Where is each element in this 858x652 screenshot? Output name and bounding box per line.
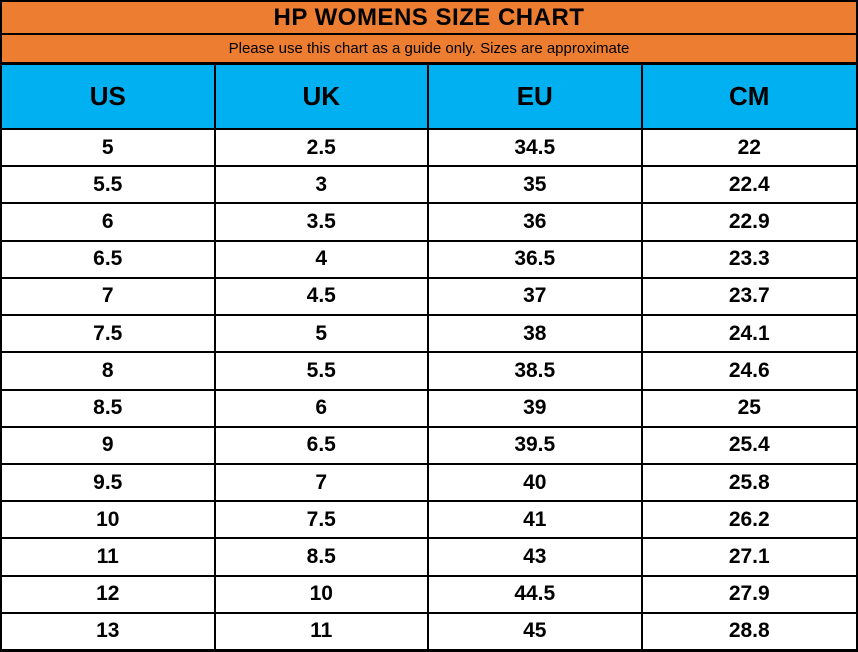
table-cell: 8.5 [2, 390, 216, 426]
table-row: 6.5 4 36.5 23.3 [2, 241, 856, 279]
table-cell: 4.5 [216, 278, 429, 315]
table-cell: 6.5 [216, 427, 429, 463]
table-cell: 34.5 [429, 130, 643, 166]
table-cell: 8 [2, 353, 216, 389]
table-row: 11 8.5 43 27.1 [2, 539, 856, 577]
table-cell: 39.5 [429, 427, 643, 463]
table-cell: 37 [429, 278, 643, 315]
table-cell: 25.4 [728, 433, 770, 457]
table-cell: 39 [429, 390, 643, 426]
table-row: 5 2.5 34.5 22 [2, 130, 856, 168]
table-cell: 24.6 [728, 358, 770, 382]
table-body: 5 2.5 34.5 22 5.5 3 35 22.4 6 3.5 36 22.9 6.5 4 36.5 23… [2, 130, 856, 650]
table-cell: 7 [216, 464, 429, 501]
table-cell: 2.5 [216, 130, 429, 166]
column-header-cm: CM [729, 81, 770, 111]
table-cell: 10 [216, 576, 429, 612]
table-cell: 35 [429, 167, 643, 203]
table-cell: 3 [216, 167, 429, 203]
table-cell: 10 [2, 502, 216, 538]
chart-subtitle: Please use this chart as a guide only. S… [2, 35, 856, 65]
table-cell: 41 [429, 502, 643, 538]
table-row: 7 4.5 37 23.7 [2, 278, 856, 317]
chart-title: HP WOMENS SIZE CHART [2, 2, 856, 35]
table-cell: 12 [2, 576, 216, 612]
table-cell: 11 [2, 539, 216, 575]
table-cell: 22 [737, 135, 761, 159]
table-cell: 40 [429, 464, 643, 501]
table-cell: 13 [2, 613, 216, 650]
column-header-eu: EU [429, 65, 643, 128]
table-cell: 5 [2, 130, 216, 166]
table-cell: 25 [737, 396, 761, 420]
table-row: 10 7.5 41 26.2 [2, 502, 856, 540]
table-header-row: US UK EU CM [2, 65, 856, 130]
table-cell: 8.5 [216, 539, 429, 575]
table-cell: 6 [216, 390, 429, 426]
table-cell: 24.1 [728, 321, 770, 345]
table-cell: 6 [2, 204, 216, 240]
table-cell: 36.5 [429, 241, 643, 277]
table-cell: 7 [2, 278, 216, 315]
table-row: 9.5 7 40 25.8 [2, 464, 856, 503]
column-header-us: US [2, 65, 216, 128]
table-cell: 7.5 [216, 502, 429, 538]
table-cell: 44.5 [429, 576, 643, 612]
table-cell: 36 [429, 204, 643, 240]
table-cell: 27.9 [728, 582, 770, 606]
table-cell: 4 [216, 241, 429, 277]
table-cell: 27.1 [728, 545, 770, 569]
table-cell: 5.5 [216, 353, 429, 389]
table-row: 8 5.5 38.5 24.6 [2, 353, 856, 391]
table-cell: 7.5 [2, 316, 216, 352]
table-cell: 38 [429, 316, 643, 352]
table-cell: 23.7 [728, 284, 770, 308]
table-cell: 9 [2, 427, 216, 463]
table-row: 13 11 45 28.8 [2, 613, 856, 650]
table-cell: 9.5 [2, 464, 216, 501]
table-cell: 5 [216, 316, 429, 352]
table-cell: 45 [429, 613, 643, 650]
table-cell: 25.8 [728, 470, 770, 494]
table-cell: 3.5 [216, 204, 429, 240]
table-row: 9 6.5 39.5 25.4 [2, 427, 856, 465]
table-cell: 26.2 [728, 507, 770, 531]
table-cell: 38.5 [429, 353, 643, 389]
column-header-uk: UK [216, 65, 429, 128]
table-row: 12 10 44.5 27.9 [2, 576, 856, 614]
table-row: 8.5 6 39 25 [2, 390, 856, 428]
table-cell: 22.9 [728, 210, 770, 234]
table-cell: 11 [216, 613, 429, 650]
table-cell: 6.5 [2, 241, 216, 277]
table-cell: 28.8 [728, 619, 770, 643]
table-cell: 22.4 [728, 172, 770, 196]
table-cell: 5.5 [2, 167, 216, 203]
table-row: 5.5 3 35 22.4 [2, 167, 856, 205]
table-cell: 23.3 [728, 247, 770, 271]
table-row: 6 3.5 36 22.9 [2, 204, 856, 242]
table-cell: 43 [429, 539, 643, 575]
table-row: 7.5 5 38 24.1 [2, 316, 856, 354]
